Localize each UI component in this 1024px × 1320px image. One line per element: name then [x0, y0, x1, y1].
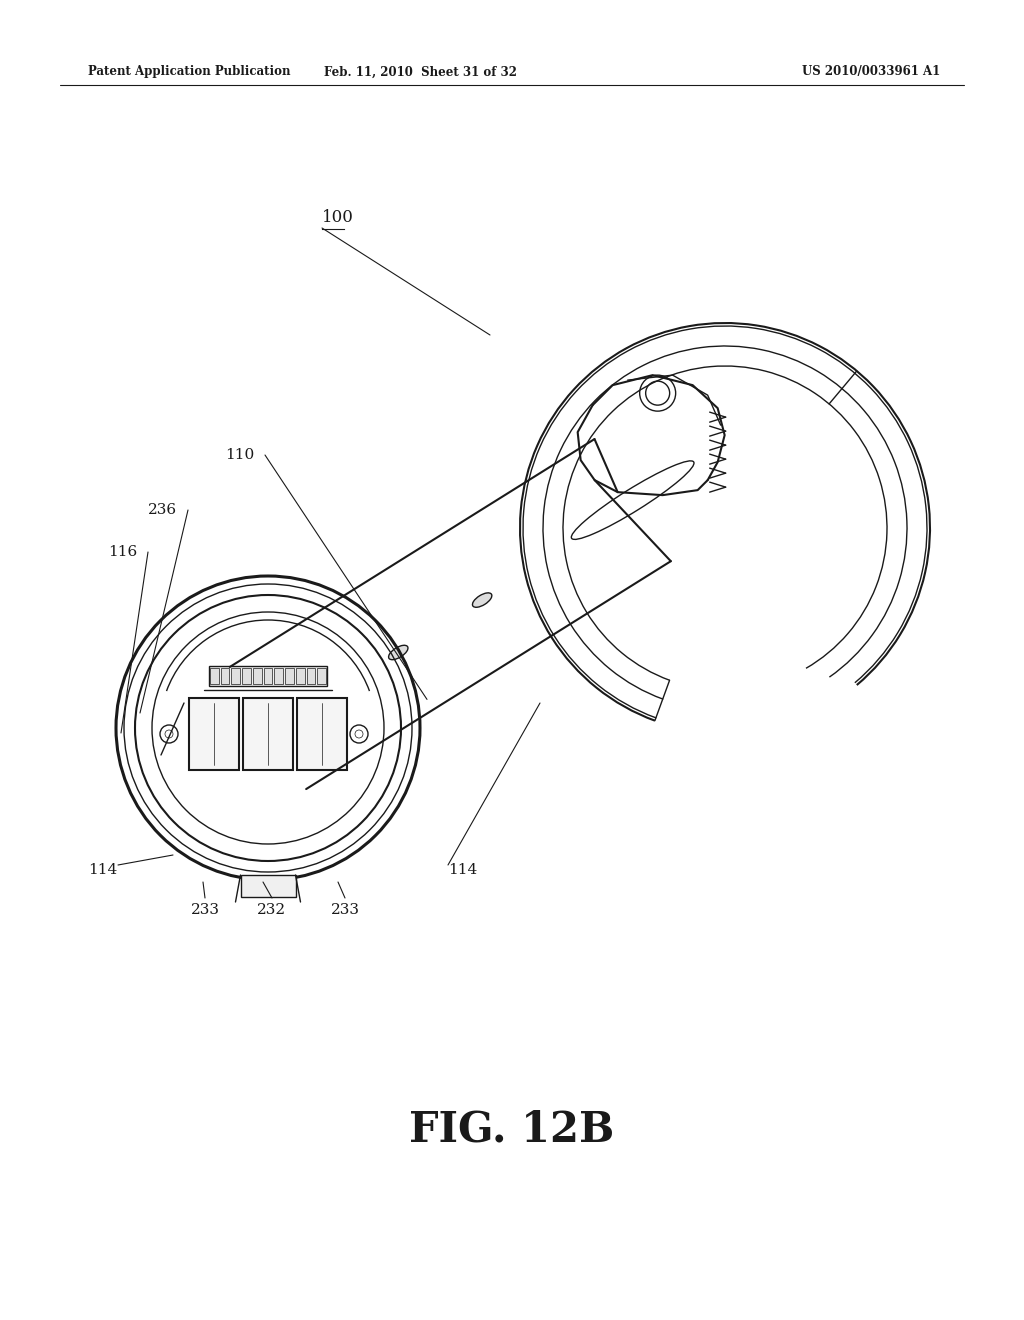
Bar [189, 698, 239, 770]
Text: 233: 233 [331, 903, 359, 917]
Bar [221, 668, 229, 684]
Bar [263, 668, 272, 684]
Text: US 2010/0033961 A1: US 2010/0033961 A1 [802, 66, 940, 78]
Text: 114: 114 [88, 863, 118, 876]
Bar [253, 668, 262, 684]
Bar [243, 698, 293, 770]
Bar [241, 875, 296, 898]
Text: 232: 232 [257, 903, 287, 917]
Text: 100: 100 [322, 210, 354, 227]
Bar [297, 698, 347, 770]
Text: Patent Application Publication: Patent Application Publication [88, 66, 291, 78]
Bar [296, 668, 304, 684]
Bar [285, 668, 294, 684]
Text: 110: 110 [225, 447, 254, 462]
Text: Feb. 11, 2010  Sheet 31 of 32: Feb. 11, 2010 Sheet 31 of 32 [324, 66, 516, 78]
Text: 236: 236 [148, 503, 177, 517]
Bar [274, 668, 283, 684]
Text: 114: 114 [449, 863, 477, 876]
Ellipse shape [472, 593, 492, 607]
Text: 233: 233 [190, 903, 219, 917]
Bar [243, 668, 251, 684]
Text: FIG. 12B: FIG. 12B [410, 1109, 614, 1151]
Bar [209, 667, 327, 686]
Text: 116: 116 [108, 545, 137, 558]
Bar [210, 668, 219, 684]
Bar [317, 668, 326, 684]
Ellipse shape [388, 645, 408, 660]
Bar [231, 668, 241, 684]
Bar [306, 668, 315, 684]
